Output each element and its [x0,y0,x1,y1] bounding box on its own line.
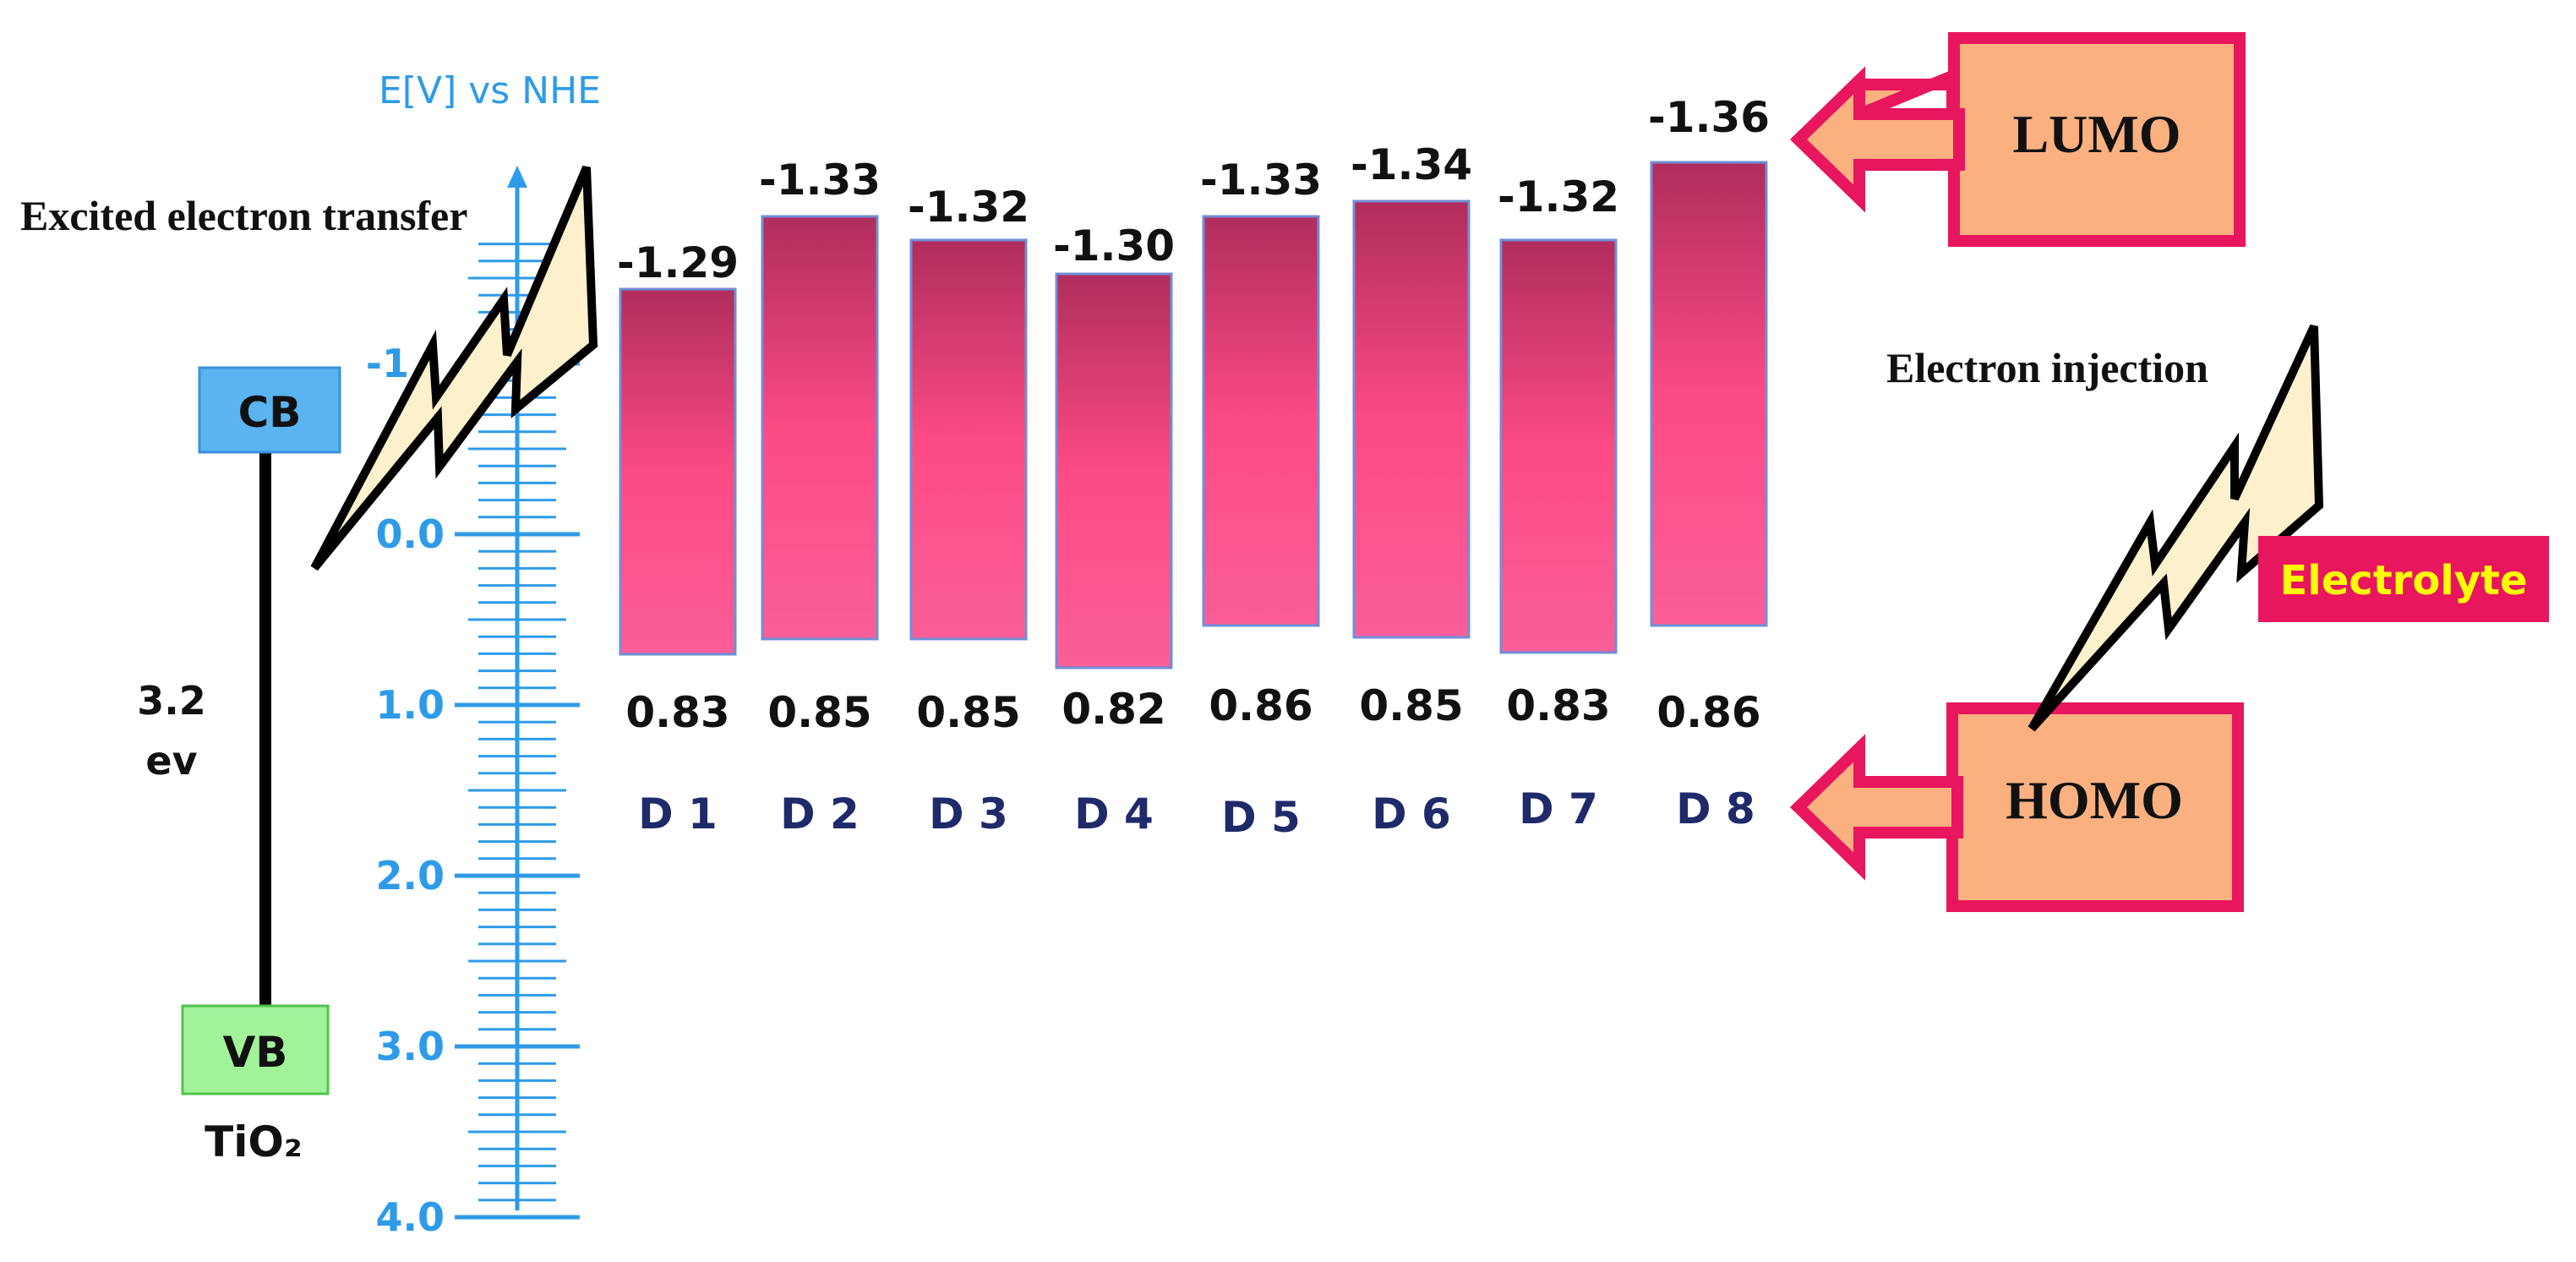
dye-bar [619,287,737,656]
axis-tick-label: 3.0 [376,1024,445,1069]
material-label: TiO₂ [205,1117,303,1166]
lumo-label: LUMO [2012,104,2180,164]
valence-band-box [181,1004,330,1095]
lumo-value-label: -1.33 [1200,156,1322,205]
valence-band-label: VB [223,1028,288,1077]
lumo-value-label: -1.30 [1053,221,1175,270]
dye-name-label: D 7 [1519,784,1598,833]
dye-bars: -1.29 0.83 D 1 -1.33 0.85 D 2 -1.32 0.85 D 3 -1.3… [617,93,1770,842]
homo-value-label: 0.86 [1656,688,1760,737]
axis-ticks: -1 0.0 1.0 2.0 3.0 4.0 [366,243,580,1240]
dye-name-label: D 3 [929,789,1008,839]
dye-name-label: D 2 [780,789,860,839]
homo-value-label: 0.85 [916,688,1020,737]
homo-value-label: 0.83 [1506,681,1610,730]
axis-tick-label: 2.0 [376,853,445,899]
homo-value-label: 0.86 [1209,681,1313,730]
axis-title: E[V] vs NHE [379,69,601,112]
dye-name-label: D 1 [638,789,718,839]
dye-bar [1202,215,1320,627]
dye-bar [1352,199,1471,639]
electrolyte-label: Electrolyte [2279,557,2527,604]
lumo-value-label: -1.32 [1498,172,1619,221]
lumo-value-label: -1.29 [617,238,739,287]
homo-box [1946,702,2244,912]
axis-arrowhead-icon [507,166,527,188]
axis-tick-label: 0.0 [376,511,445,557]
homo-arrow-head [1789,734,1963,881]
dye-name-label: D 5 [1221,793,1301,842]
tio2-band-diagram: CB VB 3.2 ev TiO₂ [137,366,341,1166]
dye-bar [761,215,879,641]
excited-transfer-label: Excited electron transfer [20,192,467,239]
homo-label: HOMO [2006,770,2183,830]
homo-value-label: 0.82 [1062,685,1165,734]
axis-tick-label: 4.0 [376,1194,445,1240]
lumo-value-label: -1.34 [1351,140,1472,189]
conduction-band-label: CB [238,388,302,437]
dye-name-label: D 6 [1372,789,1451,839]
axis-tick-label: -1 [366,341,409,386]
dye-bar [909,238,1028,641]
lumo-value-label: -1.33 [759,156,881,205]
band-gap-value: 3.2 [137,678,206,724]
band-gap-unit: ev [145,738,197,784]
dye-bar [1499,238,1618,654]
lumo-arrow-head [1789,66,1965,213]
lumo-value-label: -1.36 [1648,93,1770,142]
conduction-band-box [198,366,341,454]
electron-injection-label: Electron injection [1886,344,2208,391]
lumo-value-label: -1.32 [908,183,1029,232]
electron-injection-bolt-icon [2028,324,2324,732]
lumo-arrow: LUMO [1789,32,2246,247]
excited-transfer-bolt-icon [310,166,598,571]
electrolyte-tag [2258,536,2549,622]
homo-arrow: HOMO [1789,702,2244,912]
dye-bar [1055,272,1173,669]
axis-tick-label: 1.0 [376,682,445,728]
lumo-box [1948,32,2246,247]
dye-name-label: D 8 [1676,784,1755,833]
homo-value-label: 0.83 [625,688,729,737]
homo-value-label: 0.85 [1359,681,1463,730]
dye-bar [1650,161,1768,627]
homo-value-label: 0.85 [767,688,871,737]
dye-name-label: D 4 [1074,789,1154,839]
